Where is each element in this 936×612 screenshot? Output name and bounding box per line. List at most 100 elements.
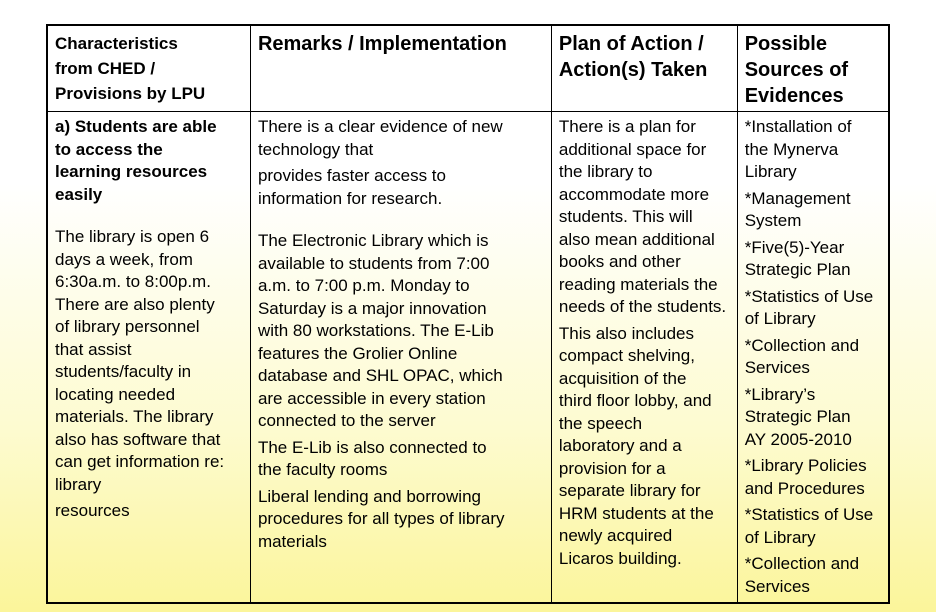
text-line: *Statistics of Use	[744, 505, 874, 524]
text-line: to access the	[55, 139, 163, 159]
text-line: compact shelving,	[558, 346, 695, 365]
text-line: provision for a	[558, 458, 666, 478]
text-line: can get information re:	[55, 452, 225, 471]
text-line: Plan of Action /	[558, 33, 704, 55]
text-line: Services	[744, 576, 810, 596]
text-line: locating needed	[55, 384, 176, 404]
text-line: Characteristics	[55, 34, 178, 53]
text-line: Library	[744, 162, 797, 181]
text-line: the library to	[558, 162, 653, 181]
text-line: additional space for	[558, 139, 707, 159]
text-line: This also includes	[558, 323, 694, 343]
paragraph: *Five(5)-Year Strategic Plan	[745, 237, 882, 282]
text-line: third floor lobby, and	[558, 391, 712, 410]
paragraph: This also includes compact shelving, acqui…	[559, 323, 731, 571]
paragraph: The E-Lib is also connected to the facult…	[258, 437, 545, 482]
text-line: a.m. to 7:00 p.m. Monday to	[257, 276, 470, 295]
text-line: technology that	[257, 139, 374, 159]
text-line: Action(s) Taken	[558, 59, 708, 81]
header-plan-of-action: Plan of Action / Action(s) Taken	[550, 24, 738, 112]
text-line: database and SHL OPAC, which	[257, 366, 503, 385]
text-line: connected to the server	[257, 411, 436, 430]
text-line: Licaros building.	[558, 548, 682, 568]
text-line: procedures for all types of library	[257, 509, 505, 528]
text-line: reading materials the	[558, 274, 718, 294]
paragraph: *Library Policies and Procedures	[745, 455, 882, 500]
text-line: System	[744, 211, 802, 230]
text-line: and Procedures	[744, 478, 865, 498]
paragraph: There is a plan for additional space for t…	[559, 116, 731, 319]
header-characteristics: Characteristics from CHED / Provisions by …	[46, 24, 251, 112]
text-line: There is a clear evidence of new	[257, 117, 503, 136]
text-line: the Mynerva	[744, 139, 839, 159]
paragraph: Liberal lending and borrowing procedures …	[258, 486, 545, 554]
text-line: provides faster access to	[257, 166, 446, 185]
text-line: Possible	[744, 33, 827, 55]
text-line: needs of the students.	[558, 297, 727, 316]
text-line: *Statistics of Use	[744, 286, 874, 306]
paragraph: *Installation of the Mynerva Library	[745, 116, 882, 184]
text-line: available to students from 7:00	[257, 253, 490, 273]
text-line: *Collection and	[744, 335, 860, 355]
text-line: learning resources	[55, 162, 208, 181]
paragraph: *Statistics of Use of Library	[745, 504, 882, 549]
text-line: books and other	[558, 252, 681, 271]
text-line: *Installation of	[744, 117, 852, 136]
text-line: students. This will	[558, 207, 693, 226]
text-line: separate library for	[558, 481, 701, 500]
text-line: laboratory and a	[558, 436, 682, 455]
text-line: accommodate more	[558, 184, 710, 204]
text-line: Evidences	[744, 85, 844, 107]
text-line: *Five(5)-Year	[744, 237, 845, 257]
text-line: Services	[744, 358, 810, 377]
text-line: There are also plenty	[55, 294, 215, 314]
text-line: a) Students are able	[55, 117, 217, 136]
text-line: The library is open 6	[55, 227, 210, 246]
text-line: Liberal lending and borrowing	[257, 486, 481, 506]
text-line: resources	[55, 501, 130, 520]
cell-sources-of-evidences: *Installation of the Mynerva Library *Manag…	[736, 111, 890, 604]
cell-characteristics: a) Students are able to access the learnin…	[46, 111, 251, 604]
paragraph: provides faster access to information for…	[258, 165, 545, 210]
text-line: Strategic Plan	[744, 407, 851, 426]
text-line: 6:30a.m. to 8:00p.m.	[55, 272, 211, 291]
text-line: materials. The library	[55, 407, 214, 426]
text-line: *Library’s	[744, 384, 816, 404]
text-line: materials	[257, 531, 327, 551]
text-line: of Library	[744, 527, 816, 547]
header-remarks: Remarks / Implementation	[249, 24, 552, 112]
text-line: Strategic Plan	[744, 260, 851, 279]
text-line: There is a plan for	[558, 117, 696, 136]
paragraph: *Library’s Strategic Plan AY 2005-2010	[745, 384, 882, 452]
paragraph: *Collection and Services	[745, 553, 882, 598]
text-line: features the Grolier Online	[257, 343, 458, 363]
paragraph: *Management System	[745, 188, 882, 233]
text-line: Sources of	[744, 59, 849, 81]
paragraph: *Collection and Services	[745, 335, 882, 380]
text-line: the speech	[558, 413, 643, 433]
text-line: also mean additional	[558, 229, 715, 249]
text-line: acquisition of the	[558, 368, 687, 388]
text-line: Provisions by LPU	[55, 84, 206, 103]
cell-plan-of-action: There is a plan for additional space for t…	[550, 111, 738, 604]
paragraph: The Electronic Library which is available…	[258, 230, 545, 433]
text-line: *Collection and	[744, 554, 860, 573]
evaluation-table: Characteristics from CHED / Provisions by …	[46, 24, 890, 604]
text-line: also has software that	[55, 429, 221, 449]
header-sources-of-evidences: Possible Sources of Evidences	[736, 24, 890, 112]
text-line: of library personnel	[55, 317, 200, 336]
paragraph: The library is open 6 days a week, from 6:…	[55, 226, 244, 496]
text-line: newly acquired	[558, 526, 673, 545]
text-line: with 80 workstations. The E-Lib	[257, 321, 494, 340]
text-line: easily	[55, 184, 103, 204]
text-line: days a week, from	[55, 249, 193, 269]
paragraph: There is a clear evidence of new technolo…	[258, 116, 545, 161]
cell-remarks: There is a clear evidence of new technolo…	[249, 111, 552, 604]
table-row: a) Students are able to access the learnin…	[46, 111, 890, 604]
text-line: The E-Lib is also connected to	[257, 437, 487, 457]
text-line: from CHED /	[55, 59, 156, 78]
text-line: HRM students at the	[558, 503, 714, 523]
text-line: The Electronic Library which is	[257, 231, 489, 250]
text-line: of Library	[744, 309, 816, 328]
text-line: library	[55, 474, 102, 494]
